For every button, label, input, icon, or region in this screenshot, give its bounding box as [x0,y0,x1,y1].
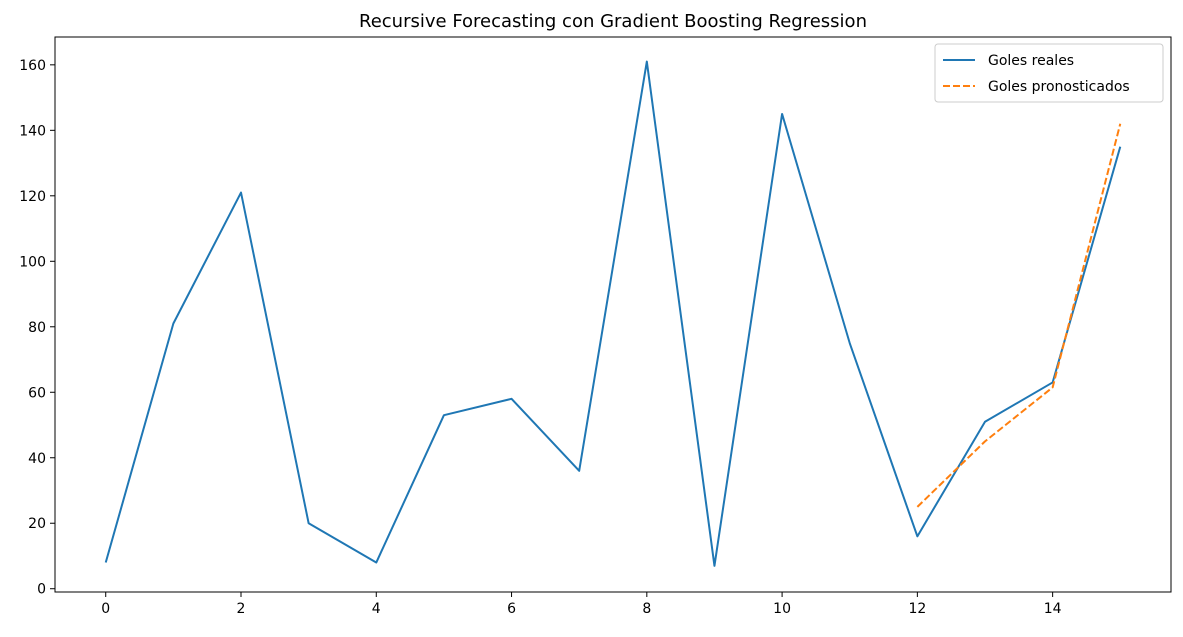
x-tick-label: 4 [372,601,381,617]
x-tick-label: 12 [908,601,926,617]
chart-title: Recursive Forecasting con Gradient Boost… [359,11,867,32]
y-tick-label: 100 [19,254,46,270]
legend: Goles reales Goles pronosticados [934,43,1164,103]
legend-label-1: Goles pronosticados [988,79,1130,95]
y-tick-label: 140 [19,123,46,139]
x-tick-label: 2 [237,601,246,617]
series-line-1 [916,123,1122,508]
series-line-0 [104,60,1122,567]
x-tick-label: 6 [507,601,516,617]
x-tick-label: 8 [642,601,651,617]
y-tick-label: 80 [28,320,46,336]
y-tick-label: 0 [37,582,46,598]
y-tick-label: 160 [19,58,46,74]
y-tick-label: 40 [28,451,46,467]
y-tick-label: 20 [28,516,46,532]
x-tick-label: 10 [773,601,791,617]
plot-frame [54,36,1172,593]
legend-label-0: Goles reales [988,53,1074,69]
plot-area [104,60,1122,567]
x-tick-label: 0 [101,601,110,617]
y-tick-label: 60 [28,385,46,401]
legend-box [934,43,1164,103]
y-tick-label: 120 [19,189,46,205]
x-tick-label: 14 [1044,601,1062,617]
